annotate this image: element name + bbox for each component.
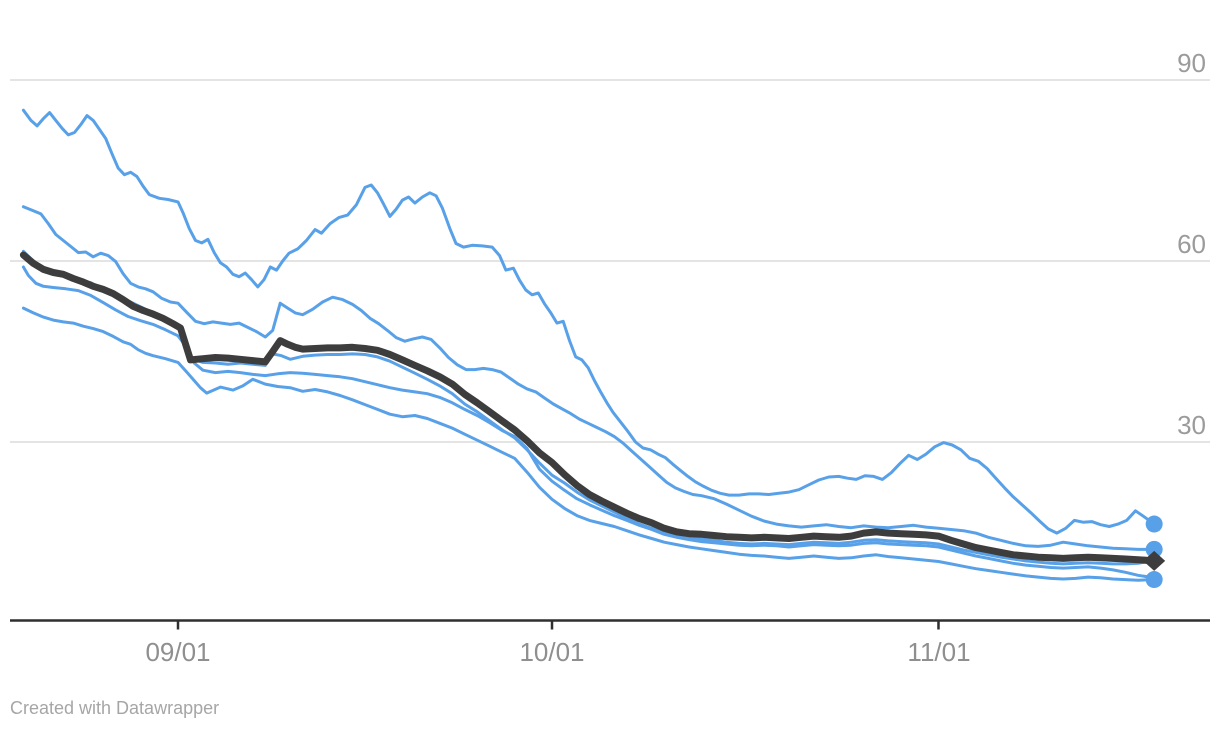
x-axis-label-oct: 10/01 bbox=[519, 637, 585, 667]
x-axis-label-nov: 11/01 bbox=[907, 637, 971, 667]
x-axis-label-sep: 09/01 bbox=[145, 637, 211, 667]
datawrapper-attribution-link[interactable]: Created with Datawrapper bbox=[10, 698, 220, 718]
endpoint-dot-blue-line-2 bbox=[1145, 540, 1163, 558]
series-blue-line-2 bbox=[21, 205, 1156, 551]
y-axis-label-90: 90 bbox=[1177, 48, 1206, 78]
series-blue-line-1 bbox=[21, 108, 1156, 535]
endpoint-dot-blue-line-1 bbox=[1145, 515, 1163, 533]
y-axis-label-30: 30 bbox=[1177, 410, 1206, 440]
series-average-line bbox=[19, 251, 1158, 565]
y-axis-label-60: 60 bbox=[1177, 229, 1206, 259]
endpoint-dot-blue-line-5 bbox=[1145, 571, 1163, 589]
endpoint-diamond-average-line bbox=[1143, 550, 1166, 571]
series-blue-line-5 bbox=[21, 306, 1156, 582]
series-blue-line-3 bbox=[21, 249, 1156, 566]
